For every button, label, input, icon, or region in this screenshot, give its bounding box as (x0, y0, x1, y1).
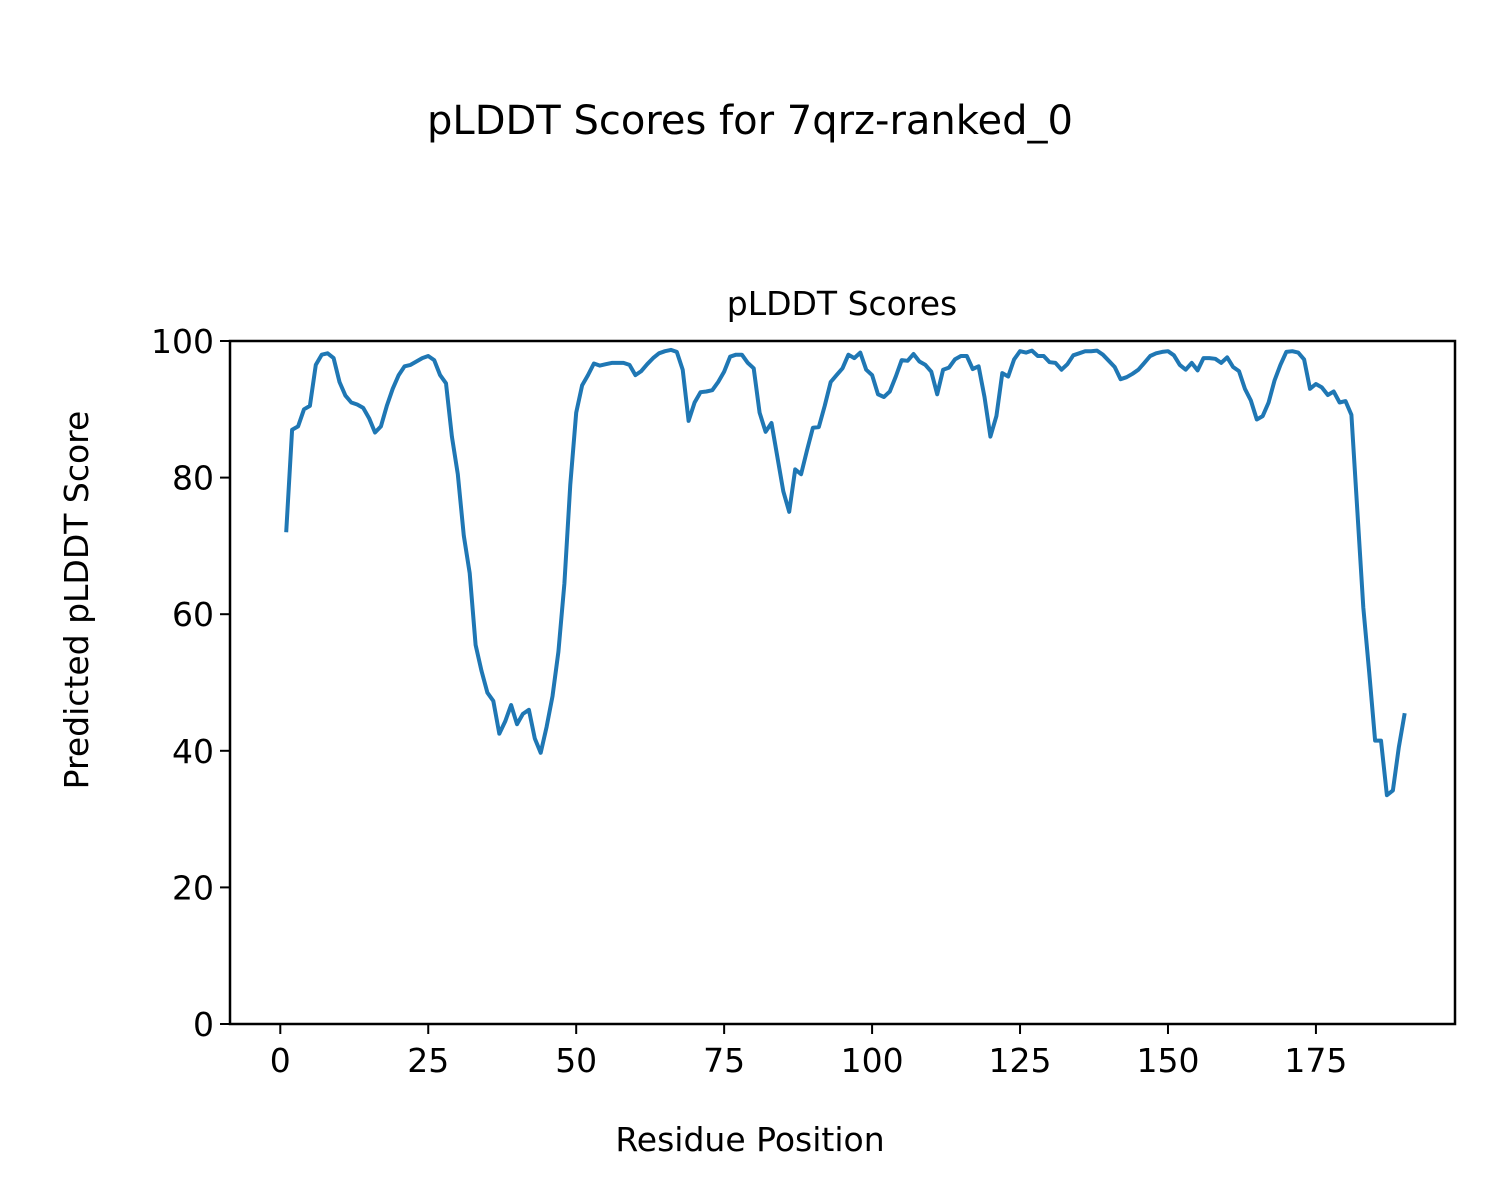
x-tick-label: 50 (555, 1041, 597, 1080)
x-tick-label: 125 (989, 1041, 1052, 1080)
x-tick-label: 175 (1284, 1041, 1347, 1080)
x-tick-label: 0 (270, 1041, 291, 1080)
y-tick-label: 40 (172, 732, 214, 771)
axes-title: pLDDT Scores (727, 284, 957, 323)
y-axis-label: Predicted pLDDT Score (57, 411, 96, 790)
y-tick-label: 60 (172, 595, 214, 634)
x-axis-label: Residue Position (615, 1120, 884, 1159)
y-tick-label: 20 (172, 868, 214, 907)
x-tick-label: 25 (407, 1041, 449, 1080)
ticks: 0 25 50 75 100 125 150 175 0 20 40 60 80 100 (151, 322, 1347, 1080)
x-tick-label: 150 (1136, 1041, 1199, 1080)
y-tick-label: 80 (172, 459, 214, 498)
figure-title: pLDDT Scores for 7qrz-ranked_0 (427, 98, 1073, 144)
y-tick-label: 0 (193, 1005, 214, 1044)
series-line-plddt (284, 347, 1407, 798)
x-tick-label: 100 (841, 1041, 904, 1080)
y-tick-label: 100 (151, 322, 214, 361)
plot-frame (228, 339, 1457, 1026)
x-tick-label: 75 (703, 1041, 745, 1080)
